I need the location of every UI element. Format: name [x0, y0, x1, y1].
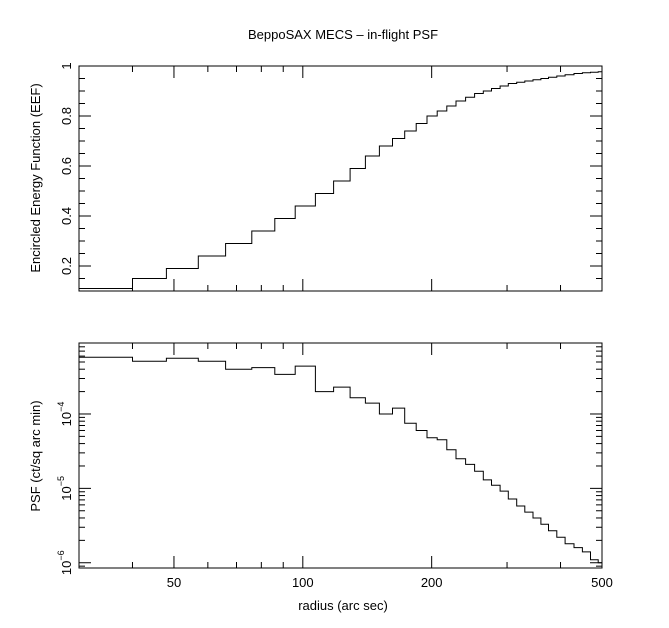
eef-step-curve — [79, 71, 602, 289]
y-tick-label: 1 — [59, 62, 74, 69]
bottom-panel-y-tick-labels: 10−6 10−5 10−4 — [56, 402, 74, 576]
y-tick-label-exponent: −5 — [56, 476, 66, 486]
top-panel-y-axis-label: Encircled Energy Function (EEF) — [28, 83, 43, 272]
x-tick-label: 100 — [292, 575, 314, 590]
y-tick-label-exponent: −6 — [56, 550, 66, 560]
bottom-panel-x-tick-labels: 50 100 200 500 — [167, 575, 613, 590]
bottom-panel-frame — [78, 342, 603, 569]
x-tick-label: 500 — [591, 575, 613, 590]
chart-title: BeppoSAX MECS – in-flight PSF — [248, 27, 438, 42]
top-panel-frame — [78, 65, 603, 292]
psf-step-curve — [79, 356, 602, 564]
bottom-panel-y-axis-label: PSF (ct/sq arc min) — [28, 400, 43, 511]
y-tick-label: 0.2 — [59, 257, 74, 275]
y-tick-label: 10−6 — [56, 550, 74, 575]
x-tick-label: 200 — [421, 575, 443, 590]
y-tick-label-exponent: −4 — [56, 402, 66, 412]
y-tick-label: 0.4 — [59, 207, 74, 225]
y-tick-label: 0.6 — [59, 157, 74, 175]
top-panel-y-tick-labels: 0.2 0.4 0.6 0.8 1 — [59, 62, 74, 275]
x-axis-label: radius (arc sec) — [298, 598, 388, 613]
top-panel-ticks — [78, 65, 603, 292]
bottom-panel-ticks — [78, 343, 603, 568]
y-tick-label: 10−5 — [56, 476, 74, 501]
x-tick-label: 50 — [167, 575, 181, 590]
y-tick-label: 10−4 — [56, 402, 74, 427]
y-tick-label: 0.8 — [59, 107, 74, 125]
